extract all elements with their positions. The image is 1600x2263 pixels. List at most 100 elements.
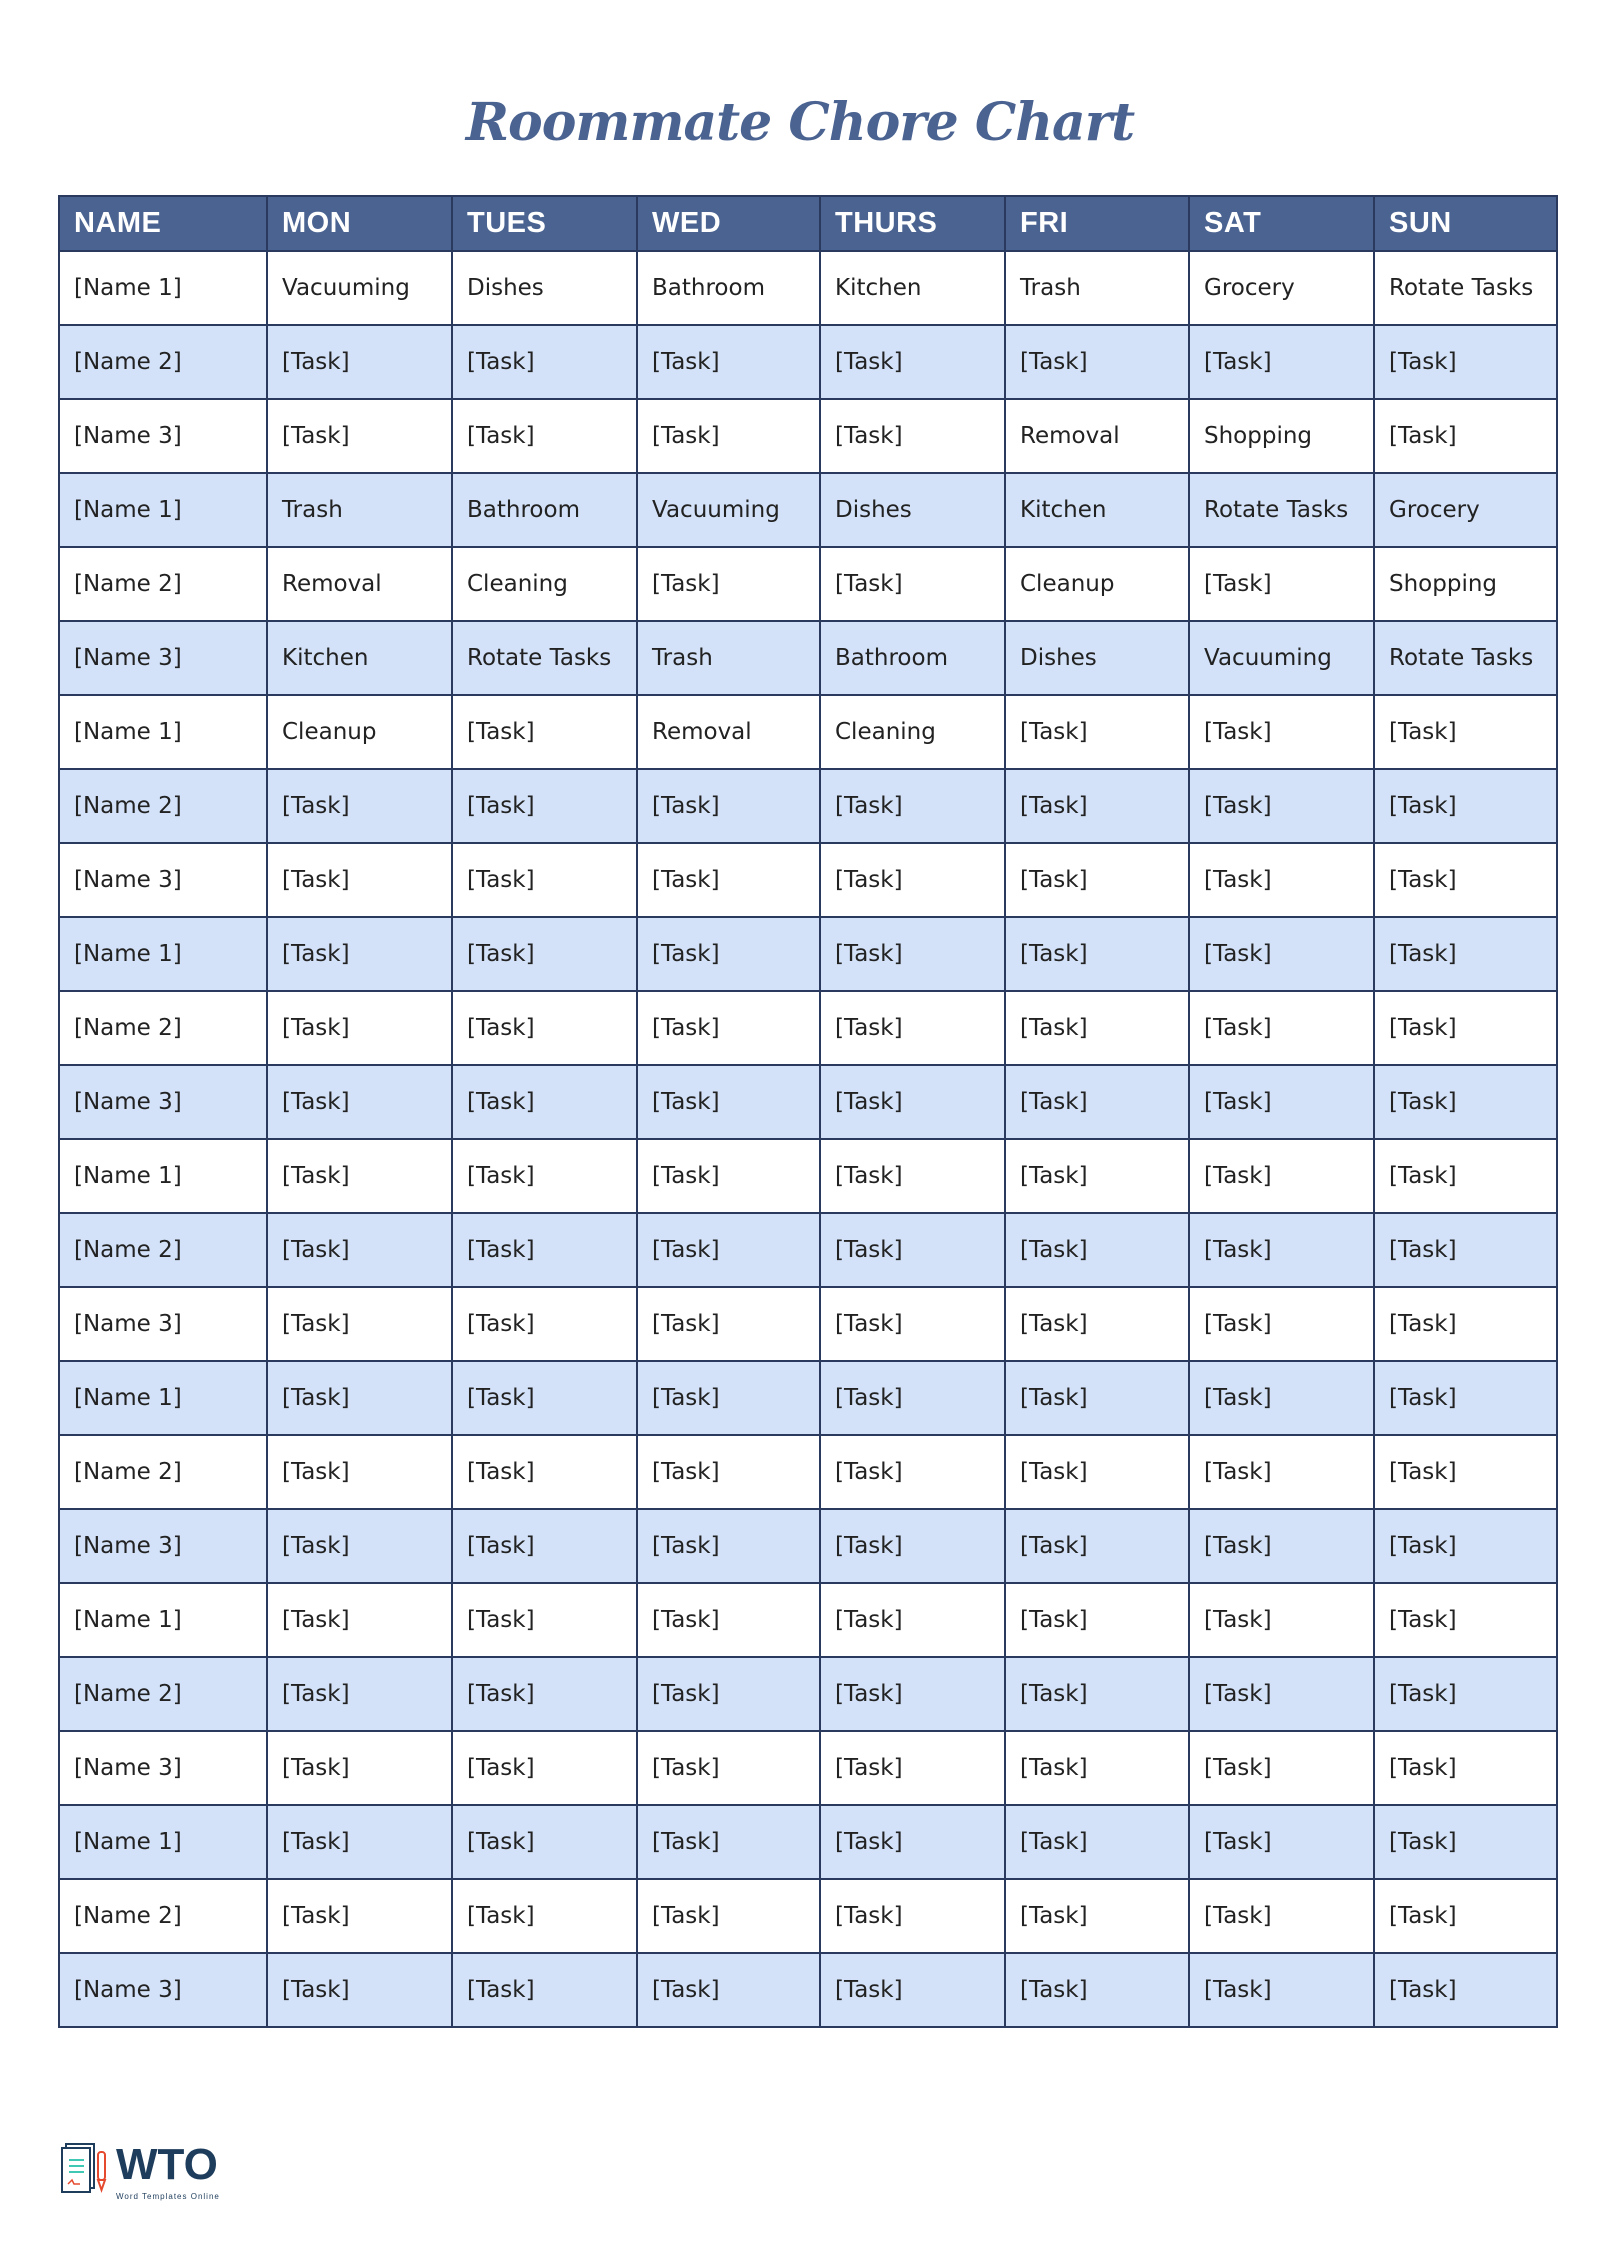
task-cell[interactable]: [Task] xyxy=(1188,1434,1375,1510)
task-cell[interactable]: [Task] xyxy=(1188,1804,1375,1880)
task-cell[interactable]: [Task] xyxy=(266,1434,453,1510)
task-cell[interactable]: Grocery xyxy=(1188,250,1375,326)
task-cell[interactable]: [Task] xyxy=(1188,1656,1375,1732)
task-cell[interactable]: Dishes xyxy=(819,472,1006,548)
name-cell[interactable]: [Name 3] xyxy=(58,1508,268,1584)
task-cell[interactable]: Shopping xyxy=(1373,546,1558,622)
task-cell[interactable]: [Task] xyxy=(819,916,1006,992)
task-cell[interactable]: Trash xyxy=(1004,250,1190,326)
task-cell[interactable]: [Task] xyxy=(451,1804,638,1880)
task-cell[interactable]: [Task] xyxy=(636,1582,821,1658)
task-cell[interactable]: [Task] xyxy=(1373,1878,1558,1954)
task-cell[interactable]: [Task] xyxy=(1188,1064,1375,1140)
task-cell[interactable]: Removal xyxy=(266,546,453,622)
task-cell[interactable]: [Task] xyxy=(1188,324,1375,400)
name-cell[interactable]: [Name 3] xyxy=(58,620,268,696)
name-cell[interactable]: [Name 3] xyxy=(58,398,268,474)
task-cell[interactable]: Bathroom xyxy=(636,250,821,326)
task-cell[interactable]: [Task] xyxy=(1373,694,1558,770)
task-cell[interactable]: [Task] xyxy=(266,916,453,992)
task-cell[interactable]: [Task] xyxy=(451,1582,638,1658)
task-cell[interactable]: [Task] xyxy=(266,1878,453,1954)
task-cell[interactable]: Cleaning xyxy=(451,546,638,622)
task-cell[interactable]: Dishes xyxy=(451,250,638,326)
name-cell[interactable]: [Name 2] xyxy=(58,1434,268,1510)
task-cell[interactable]: [Task] xyxy=(819,1952,1006,2028)
task-cell[interactable]: [Task] xyxy=(819,990,1006,1066)
task-cell[interactable]: [Task] xyxy=(1373,1656,1558,1732)
task-cell[interactable]: [Task] xyxy=(1004,1656,1190,1732)
task-cell[interactable]: Kitchen xyxy=(266,620,453,696)
task-cell[interactable]: [Task] xyxy=(1373,1138,1558,1214)
task-cell[interactable]: [Task] xyxy=(1004,1138,1190,1214)
task-cell[interactable]: [Task] xyxy=(1373,842,1558,918)
task-cell[interactable]: [Task] xyxy=(1188,916,1375,992)
task-cell[interactable]: [Task] xyxy=(1004,1360,1190,1436)
task-cell[interactable]: Rotate Tasks xyxy=(1373,250,1558,326)
task-cell[interactable]: [Task] xyxy=(266,842,453,918)
task-cell[interactable]: Bathroom xyxy=(451,472,638,548)
task-cell[interactable]: Trash xyxy=(266,472,453,548)
name-cell[interactable]: [Name 1] xyxy=(58,694,268,770)
task-cell[interactable]: [Task] xyxy=(1188,842,1375,918)
task-cell[interactable]: [Task] xyxy=(636,546,821,622)
task-cell[interactable]: [Task] xyxy=(1004,1878,1190,1954)
task-cell[interactable]: [Task] xyxy=(451,694,638,770)
name-cell[interactable]: [Name 3] xyxy=(58,1286,268,1362)
name-cell[interactable]: [Name 3] xyxy=(58,1952,268,2028)
task-cell[interactable]: [Task] xyxy=(266,1582,453,1658)
task-cell[interactable]: [Task] xyxy=(1188,1508,1375,1584)
task-cell[interactable]: [Task] xyxy=(1373,1434,1558,1510)
task-cell[interactable]: [Task] xyxy=(1373,398,1558,474)
task-cell[interactable]: [Task] xyxy=(266,1212,453,1288)
task-cell[interactable]: [Task] xyxy=(451,1138,638,1214)
task-cell[interactable]: [Task] xyxy=(819,1804,1006,1880)
task-cell[interactable]: [Task] xyxy=(819,1878,1006,1954)
task-cell[interactable]: [Task] xyxy=(451,324,638,400)
name-cell[interactable]: [Name 2] xyxy=(58,990,268,1066)
task-cell[interactable]: [Task] xyxy=(819,398,1006,474)
task-cell[interactable]: [Task] xyxy=(636,1064,821,1140)
task-cell[interactable]: [Task] xyxy=(819,1212,1006,1288)
task-cell[interactable]: [Task] xyxy=(636,990,821,1066)
task-cell[interactable]: [Task] xyxy=(1188,1138,1375,1214)
task-cell[interactable]: [Task] xyxy=(1373,1508,1558,1584)
task-cell[interactable]: [Task] xyxy=(451,1434,638,1510)
task-cell[interactable]: [Task] xyxy=(819,1138,1006,1214)
task-cell[interactable]: [Task] xyxy=(1004,916,1190,992)
name-cell[interactable]: [Name 1] xyxy=(58,472,268,548)
task-cell[interactable]: [Task] xyxy=(1373,1286,1558,1362)
task-cell[interactable]: [Task] xyxy=(451,398,638,474)
task-cell[interactable]: [Task] xyxy=(636,1656,821,1732)
task-cell[interactable]: [Task] xyxy=(266,768,453,844)
task-cell[interactable]: Rotate Tasks xyxy=(1188,472,1375,548)
task-cell[interactable]: [Task] xyxy=(451,1360,638,1436)
task-cell[interactable]: Cleaning xyxy=(819,694,1006,770)
name-cell[interactable]: [Name 1] xyxy=(58,1582,268,1658)
task-cell[interactable]: Grocery xyxy=(1373,472,1558,548)
task-cell[interactable]: [Task] xyxy=(1004,1804,1190,1880)
task-cell[interactable]: Shopping xyxy=(1188,398,1375,474)
task-cell[interactable]: [Task] xyxy=(1004,1064,1190,1140)
task-cell[interactable]: [Task] xyxy=(636,1360,821,1436)
task-cell[interactable]: Removal xyxy=(1004,398,1190,474)
task-cell[interactable]: [Task] xyxy=(819,1064,1006,1140)
task-cell[interactable]: [Task] xyxy=(266,1286,453,1362)
task-cell[interactable]: [Task] xyxy=(451,768,638,844)
name-cell[interactable]: [Name 2] xyxy=(58,1212,268,1288)
task-cell[interactable]: [Task] xyxy=(1373,1360,1558,1436)
task-cell[interactable]: [Task] xyxy=(451,1730,638,1806)
name-cell[interactable]: [Name 2] xyxy=(58,324,268,400)
name-cell[interactable]: [Name 2] xyxy=(58,1656,268,1732)
task-cell[interactable]: Removal xyxy=(636,694,821,770)
name-cell[interactable]: [Name 3] xyxy=(58,1064,268,1140)
task-cell[interactable]: [Task] xyxy=(1004,1582,1190,1658)
task-cell[interactable]: [Task] xyxy=(266,1730,453,1806)
task-cell[interactable]: [Task] xyxy=(1188,1360,1375,1436)
name-cell[interactable]: [Name 1] xyxy=(58,1360,268,1436)
task-cell[interactable]: [Task] xyxy=(819,842,1006,918)
task-cell[interactable]: [Task] xyxy=(1188,694,1375,770)
task-cell[interactable]: [Task] xyxy=(636,916,821,992)
task-cell[interactable]: [Task] xyxy=(819,1360,1006,1436)
task-cell[interactable]: [Task] xyxy=(266,1508,453,1584)
